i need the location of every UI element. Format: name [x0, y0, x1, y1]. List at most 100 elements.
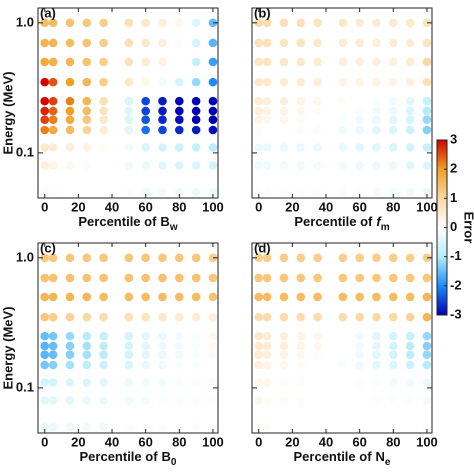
data-point	[82, 18, 92, 28]
data-point	[48, 360, 58, 370]
data-point	[279, 161, 289, 170]
data-point	[158, 57, 167, 67]
data-point	[313, 292, 322, 302]
data-point	[158, 115, 167, 124]
panel-label: (d)	[254, 240, 271, 255]
data-point	[338, 18, 348, 28]
data-point	[254, 57, 264, 67]
data-point	[422, 106, 432, 116]
data-point	[313, 378, 322, 387]
data-point	[313, 341, 322, 351]
data-point	[82, 422, 92, 432]
data-point	[82, 77, 92, 87]
data-point	[254, 143, 264, 152]
data-point	[82, 331, 92, 341]
data-point	[158, 341, 167, 351]
data-point	[422, 341, 432, 351]
data-point	[208, 422, 218, 432]
data-point	[338, 331, 348, 341]
data-point	[422, 115, 432, 124]
x-label-symbol: f	[376, 214, 382, 229]
data-point	[422, 18, 432, 28]
data-point	[48, 422, 58, 432]
data-point	[389, 96, 398, 106]
data-point	[313, 57, 322, 67]
data-point	[372, 341, 381, 351]
data-point	[372, 18, 381, 28]
data-point	[40, 341, 50, 351]
data-point	[405, 396, 415, 405]
data-point	[175, 187, 184, 197]
data-point	[389, 396, 398, 405]
data-point	[141, 96, 150, 106]
data-point	[338, 106, 348, 116]
data-point	[175, 161, 184, 170]
data-point	[158, 143, 167, 152]
data-point	[254, 312, 264, 322]
data-point	[279, 106, 289, 116]
data-point	[422, 360, 432, 370]
data-point	[141, 77, 150, 87]
data-point	[175, 292, 184, 302]
data-point	[65, 18, 75, 28]
data-point	[99, 96, 108, 106]
data-point	[141, 396, 150, 405]
data-point	[279, 273, 289, 283]
data-point	[296, 115, 306, 124]
data-point	[422, 331, 432, 341]
data-point	[262, 125, 272, 135]
data-point	[338, 187, 348, 197]
data-point	[254, 331, 264, 341]
data-point	[372, 312, 381, 322]
data-point	[99, 312, 108, 322]
data-point	[158, 422, 167, 432]
data-point	[355, 96, 364, 106]
x-tick-label: 80	[172, 434, 186, 449]
data-point	[124, 396, 134, 405]
data-point	[40, 18, 50, 28]
data-point	[208, 77, 218, 87]
data-point	[191, 18, 201, 28]
data-point	[141, 187, 150, 197]
data-point	[158, 77, 167, 87]
data-point	[158, 312, 167, 322]
data-point	[296, 396, 306, 405]
data-point	[262, 331, 272, 341]
data-point	[262, 422, 272, 432]
data-point	[99, 57, 108, 67]
data-point	[338, 350, 348, 359]
data-point	[355, 77, 364, 87]
data-point	[296, 292, 306, 302]
data-point	[254, 38, 264, 48]
data-point	[65, 292, 75, 302]
data-point	[191, 96, 201, 106]
data-point	[65, 378, 75, 387]
x-tick-label: 100	[416, 199, 438, 214]
data-point	[296, 331, 306, 341]
data-point	[40, 422, 50, 432]
data-point	[124, 360, 134, 370]
data-point	[158, 106, 167, 116]
data-point	[65, 331, 75, 341]
data-point	[422, 253, 432, 263]
data-point	[372, 273, 381, 283]
data-point	[313, 350, 322, 359]
data-point	[389, 38, 398, 48]
data-point	[158, 396, 167, 405]
data-point	[175, 115, 184, 124]
x-label-sub: w	[169, 222, 178, 233]
data-point	[158, 360, 167, 370]
data-point	[82, 125, 92, 135]
data-point	[405, 57, 415, 67]
data-point	[191, 161, 201, 170]
data-point	[279, 38, 289, 48]
data-point	[208, 378, 218, 387]
data-point	[40, 96, 50, 106]
data-point	[124, 341, 134, 351]
data-point	[99, 273, 108, 283]
data-point	[296, 106, 306, 116]
data-point	[405, 161, 415, 170]
data-point	[48, 38, 58, 48]
data-point	[191, 341, 201, 351]
